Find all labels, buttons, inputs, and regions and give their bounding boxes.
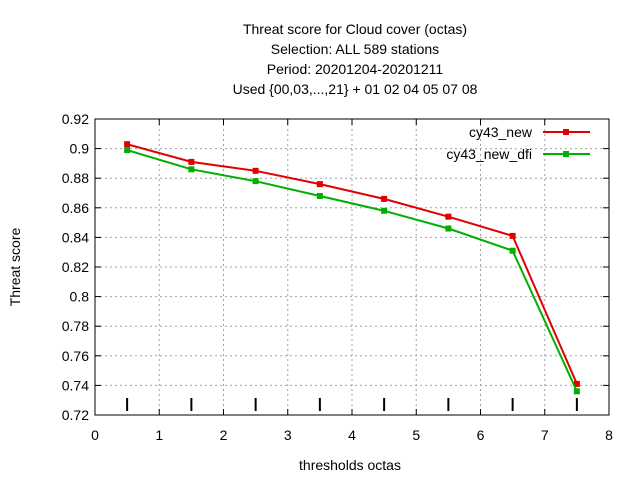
y-tick-label: 0.76 xyxy=(62,348,89,364)
series-2-point xyxy=(316,192,323,199)
series-1-point xyxy=(381,195,388,202)
x-tick-label: 8 xyxy=(605,427,613,443)
chart-title-line-2: Selection: ALL 589 stations xyxy=(271,41,439,57)
y-tick-label: 0.84 xyxy=(62,229,89,245)
plot-border xyxy=(94,118,610,416)
legend-label-1: cy43_new xyxy=(469,124,533,140)
legend-label-2: cy43_new_dfi xyxy=(446,146,532,162)
x-tick-label: 1 xyxy=(155,427,163,443)
legend-marker-1 xyxy=(563,129,569,135)
series-2-point xyxy=(573,388,580,395)
grid xyxy=(95,119,609,415)
series-2-point xyxy=(445,225,452,232)
chart-title-line-3: Period: 20201204-20201211 xyxy=(267,61,444,77)
x-tick-label: 2 xyxy=(220,427,228,443)
x-axis-label: thresholds octas xyxy=(299,457,401,473)
y-tick-label: 0.88 xyxy=(62,170,89,186)
series xyxy=(124,141,580,395)
series-2-point xyxy=(252,178,259,185)
series-1-point xyxy=(445,213,452,220)
y-tick-label: 0.74 xyxy=(62,377,89,393)
legend-marker-2 xyxy=(563,151,569,157)
series-1-point xyxy=(124,141,131,148)
chart-title: Threat score for Cloud cover (octas) Sel… xyxy=(233,21,478,97)
series-2-point xyxy=(188,166,195,173)
x-tick-label: 6 xyxy=(477,427,485,443)
x-tick-label: 4 xyxy=(348,427,356,443)
series-1-point xyxy=(509,232,516,239)
chart-title-line-1: Threat score for Cloud cover (octas) xyxy=(243,21,467,37)
series-1-point xyxy=(316,181,323,188)
series-1-point xyxy=(573,380,580,387)
series-2-point xyxy=(509,247,516,254)
chart-title-line-4: Used {00,03,...,21} + 01 02 04 05 07 08 xyxy=(233,81,478,97)
series-1-point xyxy=(252,167,259,174)
threshold-markers xyxy=(126,398,578,411)
series-2-point xyxy=(124,147,131,154)
series-line-2 xyxy=(126,149,578,392)
y-tick-label: 0.9 xyxy=(70,141,90,157)
x-tick-label: 3 xyxy=(284,427,292,443)
legend: cy43_new cy43_new_dfi xyxy=(446,124,590,162)
x-tick-label: 0 xyxy=(91,427,99,443)
y-tick-label: 0.92 xyxy=(62,111,89,127)
axes: 0.72 0.74 0.76 0.78 0.8 0.82 0.84 0.86 0.88 0.9 0.… xyxy=(62,111,613,443)
x-tick-label: 7 xyxy=(541,427,549,443)
y-tick-label: 0.78 xyxy=(62,318,89,334)
y-axis-label: Threat score xyxy=(7,227,23,306)
y-tick-label: 0.86 xyxy=(62,200,89,216)
series-line-1 xyxy=(126,143,578,385)
series-1-point xyxy=(188,158,195,165)
y-tick-label: 0.8 xyxy=(70,289,90,305)
series-2-point xyxy=(381,207,388,214)
x-tick-label: 5 xyxy=(412,427,420,443)
y-tick-label: 0.72 xyxy=(62,407,89,423)
y-tick-label: 0.82 xyxy=(62,259,89,275)
